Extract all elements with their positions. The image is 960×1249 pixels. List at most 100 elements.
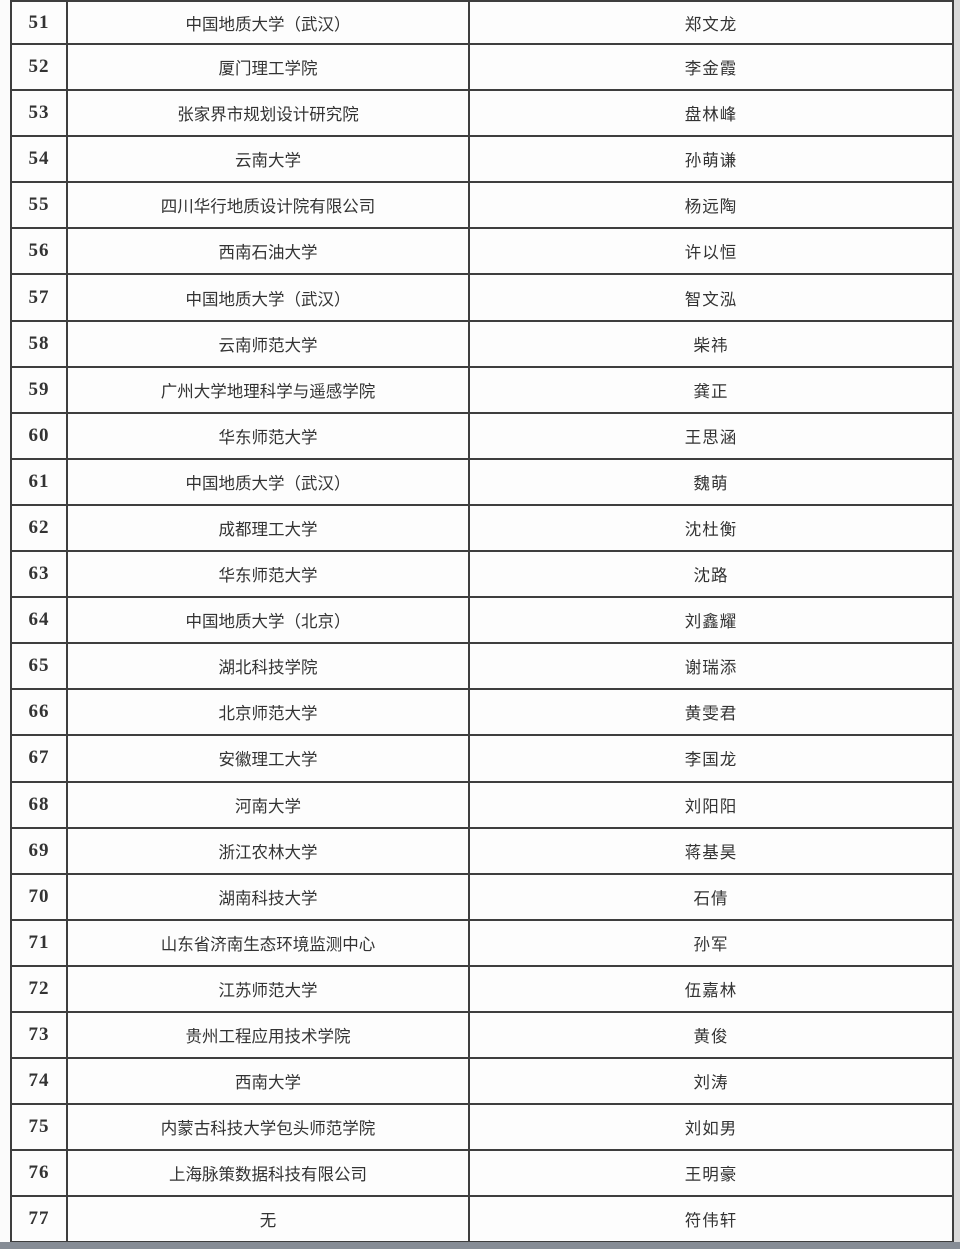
- institution-cell: 广州大学地理科学与遥感学院: [68, 367, 470, 412]
- table-row: 54 云南大学 孙萌谦: [12, 137, 952, 184]
- row-number-cell: 61: [12, 459, 68, 504]
- institution-cell: 中国地质大学（武汉）: [68, 275, 470, 320]
- table-row: 52 厦门理工学院 李金霞: [12, 45, 952, 92]
- table-row: 51 中国地质大学（武汉） 郑文龙: [12, 2, 952, 45]
- institution-cell: 云南大学: [68, 137, 470, 182]
- institution-cell: 中国地质大学（北京）: [68, 598, 470, 643]
- institution-cell: 山东省济南生态环境监测中心: [68, 920, 470, 965]
- person-name-cell: 符伟轩: [684, 1211, 738, 1231]
- person-name-cell: 王思涵: [684, 427, 738, 447]
- person-name-cell: 龚正: [693, 381, 729, 401]
- table-row: 70 湖南科技大学 石倩: [12, 874, 952, 921]
- table-row: 53 张家界市规划设计研究院 盘林峰: [12, 91, 952, 138]
- row-number-cell: 55: [12, 183, 68, 228]
- row-number-cell: 65: [12, 644, 68, 689]
- person-name-cell: 孙萌谦: [684, 151, 738, 171]
- table-row: 67 安徽理工大学 李国龙: [12, 736, 952, 783]
- table-row: 56 西南石油大学 许以恒: [12, 229, 952, 276]
- row-number-cell: 64: [12, 598, 68, 643]
- person-name-cell: 魏萌: [693, 473, 729, 493]
- institution-cell: 中国地质大学（武汉）: [68, 459, 470, 504]
- table-row: 59 广州大学地理科学与遥感学院 龚正: [12, 367, 952, 414]
- person-name-cell: 柴祎: [693, 335, 729, 355]
- row-number-cell: 71: [12, 920, 68, 965]
- institution-cell: 华东师范大学: [68, 413, 470, 458]
- row-number-cell: 60: [12, 413, 68, 458]
- person-name-cell: 李国龙: [684, 750, 738, 770]
- institution-cell: 四川华行地质设计院有限公司: [68, 183, 470, 228]
- institution-cell: 成都理工大学: [68, 505, 470, 551]
- person-name-cell: 刘涛: [693, 1073, 729, 1093]
- person-name-cell: 石倩: [693, 888, 729, 908]
- person-name-cell: 黄雯君: [684, 704, 738, 724]
- institution-cell: 无: [68, 1197, 470, 1242]
- institution-cell: 湖南科技大学: [68, 874, 470, 919]
- table-row: 65 湖北科技学院 谢瑞添: [12, 644, 952, 691]
- institution-cell: 厦门理工学院: [68, 45, 470, 90]
- table-row: 68 河南大学 刘阳阳: [12, 782, 952, 829]
- row-number-cell: 76: [12, 1151, 68, 1196]
- person-name-cell: 谢瑞添: [684, 658, 738, 678]
- table-row: 71 山东省济南生态环境监测中心 孙军: [12, 920, 952, 967]
- row-number-cell: 63: [12, 552, 68, 597]
- person-name-cell: 智文泓: [684, 289, 738, 309]
- table-row: 61 中国地质大学（武汉） 魏萌: [12, 459, 952, 506]
- table-row: 75 内蒙古科技大学包头师范学院 刘如男: [12, 1105, 952, 1152]
- institution-cell: 湖北科技学院: [68, 644, 470, 689]
- person-name-cell: 杨远陶: [684, 197, 738, 217]
- institution-cell: 张家界市规划设计研究院: [68, 91, 470, 136]
- person-name-cell: 郑文龙: [684, 14, 738, 34]
- table-row: 76 上海脉策数据科技有限公司 王明豪: [12, 1151, 952, 1198]
- table-row: 58 云南师范大学 柴祎: [12, 321, 952, 368]
- row-number-cell: 62: [12, 505, 68, 551]
- table-row: 57 中国地质大学（武汉） 智文泓: [12, 275, 952, 322]
- table-row: 55 四川华行地质设计院有限公司 杨远陶: [12, 183, 952, 230]
- institution-cell: 贵州工程应用技术学院: [68, 1012, 470, 1058]
- person-name-cell: 蒋基昊: [684, 842, 738, 862]
- table-row: 72 江苏师范大学 伍嘉林: [12, 966, 952, 1013]
- institution-cell: 西南大学: [68, 1059, 470, 1104]
- page-edge-strip: [954, 0, 960, 1249]
- institution-cell: 北京师范大学: [68, 690, 470, 735]
- person-name-cell: 伍嘉林: [684, 980, 738, 1000]
- row-number-cell: 51: [12, 2, 68, 43]
- institution-cell: 西南石油大学: [68, 229, 470, 274]
- page-bottom-bar: [0, 1242, 960, 1249]
- row-number-cell: 67: [12, 736, 68, 781]
- row-number-cell: 77: [12, 1197, 68, 1242]
- table-row: 74 西南大学 刘涛: [12, 1059, 952, 1106]
- person-name-cell: 沈杜衡: [684, 519, 738, 539]
- table-row: 62 成都理工大学 沈杜衡: [12, 505, 952, 553]
- institution-cell: 中国地质大学（武汉）: [68, 2, 470, 43]
- person-name-cell: 刘阳阳: [684, 796, 738, 816]
- row-number-cell: 57: [12, 275, 68, 320]
- institution-cell: 江苏师范大学: [68, 966, 470, 1011]
- table-row: 69 浙江农林大学 蒋基昊: [12, 828, 952, 875]
- row-number-cell: 53: [12, 91, 68, 136]
- row-number-cell: 66: [12, 690, 68, 735]
- row-number-cell: 75: [12, 1105, 68, 1150]
- table-row: 64 中国地质大学（北京） 刘鑫耀: [12, 598, 952, 645]
- person-name-cell: 黄俊: [693, 1027, 729, 1047]
- row-number-cell: 70: [12, 874, 68, 919]
- row-number-cell: 58: [12, 321, 68, 366]
- row-number-cell: 59: [12, 367, 68, 412]
- person-name-cell: 刘鑫耀: [684, 612, 738, 632]
- person-name-cell: 盘林峰: [684, 105, 738, 125]
- institution-cell: 华东师范大学: [68, 552, 470, 597]
- table-row: 73 贵州工程应用技术学院 黄俊: [12, 1012, 952, 1060]
- institution-cell: 河南大学: [68, 782, 470, 827]
- person-name-cell: 李金霞: [684, 59, 738, 79]
- table-row: 60 华东师范大学 王思涵: [12, 413, 952, 460]
- person-name-cell: 许以恒: [684, 243, 738, 263]
- table-row: 77 无 符伟轩: [12, 1197, 952, 1244]
- row-number-cell: 56: [12, 229, 68, 274]
- institution-cell: 安徽理工大学: [68, 736, 470, 781]
- row-number-cell: 74: [12, 1059, 68, 1104]
- table-row: 66 北京师范大学 黄雯君: [12, 690, 952, 737]
- institution-cell: 浙江农林大学: [68, 828, 470, 873]
- person-name-cell: 孙军: [693, 934, 729, 954]
- row-number-cell: 54: [12, 137, 68, 182]
- person-name-cell: 沈路: [693, 566, 729, 586]
